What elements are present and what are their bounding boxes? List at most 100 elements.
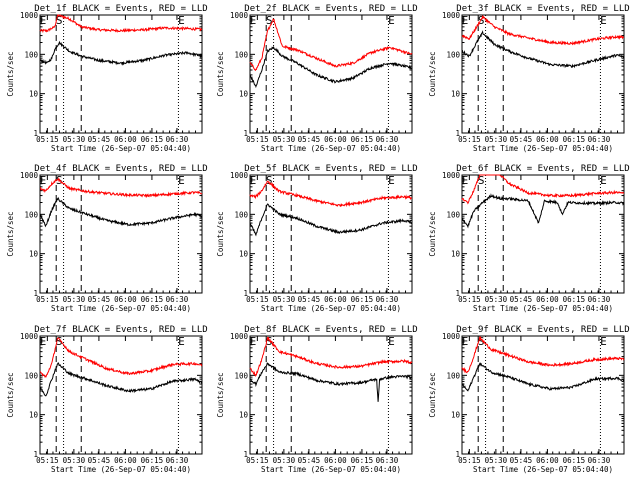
y-tick-label: 10: [29, 411, 39, 420]
x-tick-label: 05:30: [63, 135, 86, 144]
y-tick-label: 1: [455, 450, 460, 459]
x-tick-label: 05:15: [246, 295, 269, 304]
x-tick-label: 06:30: [588, 295, 611, 304]
lld-rate-line: [39, 337, 203, 379]
chart-panel-1: Det_1f BLACK = Events, RED = LLD 1 10 100 10…: [6, 4, 208, 153]
x-tick-label: 05:45: [88, 456, 111, 465]
x-tick-label: 06:00: [324, 456, 347, 465]
y-tick-label: 10: [451, 250, 461, 259]
plot-frame: [249, 335, 413, 455]
events-rate-line: [461, 193, 625, 229]
event-marker: E: [178, 335, 185, 348]
y-axis-label: Counts/sec: [216, 51, 225, 96]
plot-frame: [461, 14, 625, 134]
x-tick-label: 06:15: [351, 456, 374, 465]
x-tick-label: 06:00: [114, 456, 137, 465]
y-tick-label: 1000: [230, 171, 249, 180]
y-tick-label: 1000: [442, 171, 461, 180]
chart-panel-9: Det_9f BLACK = Events, RED = LLD 1 10 100 10…: [428, 325, 630, 474]
y-tick-label: 1000: [20, 171, 39, 180]
plot-frame: [249, 174, 413, 294]
y-tick-label: 100: [446, 210, 460, 219]
x-tick-label: 06:30: [376, 456, 399, 465]
chart-title: Det_3f BLACK = Events, RED = LLD: [456, 4, 629, 14]
chart-panel-3: Det_3f BLACK = Events, RED = LLD 1 10 100 10…: [428, 4, 630, 153]
y-tick-label: 100: [234, 210, 248, 219]
lld-rate-line: [249, 18, 413, 72]
x-tick-label: 05:45: [510, 295, 533, 304]
y-tick-label: 100: [24, 210, 38, 219]
x-axis-label: Start Time (26-Sep-07 05:04:40): [261, 304, 401, 313]
x-tick-label: 05:30: [485, 135, 508, 144]
x-tick-label: 05:15: [458, 456, 481, 465]
chart-title: Det_4f BLACK = Events, RED = LLD: [34, 164, 207, 174]
chart-title: Det_5f BLACK = Events, RED = LLD: [244, 164, 417, 174]
x-axis-label: Start Time (26-Sep-07 05:04:40): [51, 144, 191, 153]
chart-panel-6: Det_6f BLACK = Events, RED = LLD 1 10 100 10…: [428, 164, 630, 313]
event-marker: E: [250, 174, 257, 187]
event-marker: E: [462, 14, 469, 27]
event-marker: S: [266, 335, 273, 348]
event-marker: E: [40, 335, 47, 348]
lld-rate-line: [39, 14, 203, 34]
event-marker: S: [56, 14, 63, 27]
chart-panel-8: Det_8f BLACK = Events, RED = LLD 1 10 100 10…: [216, 325, 418, 474]
x-tick-label: 06:00: [324, 135, 347, 144]
x-tick-label: 05:30: [485, 456, 508, 465]
events-rate-line: [249, 46, 412, 89]
chart-title: Det_2f BLACK = Events, RED = LLD: [244, 4, 417, 14]
lld-rate-line: [249, 180, 413, 208]
x-tick-label: 06:30: [166, 295, 189, 304]
y-tick-label: 1000: [230, 11, 249, 20]
x-axis-label: Start Time (26-Sep-07 05:04:40): [51, 465, 191, 474]
y-axis-label: Counts/sec: [216, 211, 225, 256]
y-tick-label: 1: [455, 289, 460, 298]
y-axis-label: Counts/sec: [216, 372, 225, 417]
x-tick-label: 05:45: [298, 456, 321, 465]
lld-rate-line: [249, 336, 413, 378]
y-tick-label: 1: [243, 289, 248, 298]
chart-title: Det_6f BLACK = Events, RED = LLD: [456, 164, 629, 174]
events-rate-line: [461, 30, 625, 69]
x-tick-label: 06:30: [588, 456, 611, 465]
plot-frame: [39, 14, 203, 134]
y-tick-label: 1: [33, 129, 38, 138]
x-axis-label: Start Time (26-Sep-07 05:04:40): [473, 465, 613, 474]
x-tick-label: 05:45: [298, 295, 321, 304]
x-tick-label: 05:45: [510, 456, 533, 465]
events-rate-line: [461, 362, 625, 392]
x-tick-label: 06:15: [141, 295, 164, 304]
lld-rate-line: [461, 15, 624, 46]
lld-rate-line: [40, 177, 203, 199]
plot-frame: [249, 14, 413, 134]
event-marker: E: [388, 14, 395, 27]
y-tick-label: 1: [455, 129, 460, 138]
event-marker: S: [266, 14, 273, 27]
x-tick-label: 05:15: [36, 295, 59, 304]
events-rate-line: [39, 40, 203, 66]
chart-title: Det_1f BLACK = Events, RED = LLD: [34, 4, 207, 14]
x-tick-label: 05:15: [36, 456, 59, 465]
y-tick-label: 100: [446, 50, 460, 59]
event-marker: S: [56, 335, 63, 348]
y-tick-label: 10: [29, 250, 39, 259]
x-tick-label: 05:15: [458, 295, 481, 304]
chart-title: Det_9f BLACK = Events, RED = LLD: [456, 325, 629, 335]
x-tick-label: 05:15: [246, 135, 269, 144]
plot-frame: [39, 335, 203, 455]
x-tick-label: 06:15: [141, 456, 164, 465]
x-tick-label: 06:30: [166, 135, 189, 144]
lld-rate-line: [461, 335, 625, 374]
y-tick-label: 10: [239, 90, 249, 99]
y-tick-label: 100: [24, 371, 38, 380]
x-tick-label: 05:30: [273, 295, 296, 304]
x-tick-label: 06:00: [114, 295, 137, 304]
event-marker: S: [478, 14, 485, 27]
x-tick-label: 05:15: [36, 135, 59, 144]
event-marker: E: [388, 335, 395, 348]
y-axis-label: Counts/sec: [428, 51, 437, 96]
y-tick-label: 10: [239, 250, 249, 259]
x-axis-label: Start Time (26-Sep-07 05:04:40): [473, 144, 613, 153]
y-axis-label: Counts/sec: [6, 372, 15, 417]
